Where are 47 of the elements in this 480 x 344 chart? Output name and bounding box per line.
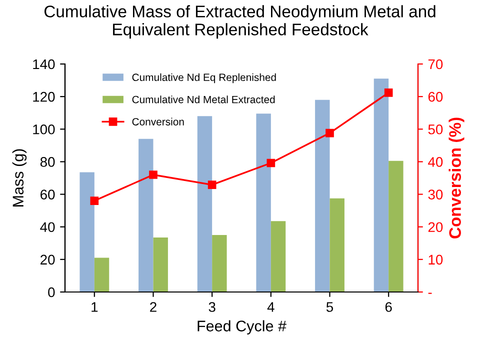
point [326,128,334,138]
bar [80,172,94,292]
bar [138,138,154,292]
x-tick-label: 2 [150,302,156,312]
bar [256,114,271,292]
y-tick-label: 80 [40,157,55,167]
y2-tick-label: - [428,292,432,294]
y2-tick-label: 20 [428,222,443,232]
x-tick-label: 6 [385,302,392,312]
y2-tick-label: 40 [428,157,443,167]
legend-label: Conversion [132,118,184,126]
y2-tick-label: 60 [428,92,443,102]
y2-tick-label: 70 [428,59,443,70]
point [149,170,158,179]
y-tick-label: 0 [48,287,55,298]
bar [388,160,404,292]
chart-title: Cumulative Mass of Extracted Neodymium Metal and Equivalent Replenished Feedstock [44,5,436,39]
bar [315,100,330,292]
y2-tick-label: 30 [428,190,443,200]
x-tick-label: 1 [92,302,98,312]
y2-tick-label: 10 [428,254,443,265]
y2-axis-title: Conversion (%) [448,118,464,238]
x-tick-label: 4 [267,302,274,312]
point [90,196,99,205]
point [384,88,393,97]
point [208,180,216,190]
y-tick-label: 20 [40,254,55,265]
y2-tick-label: 50 [428,124,443,134]
y-tick-label: 60 [40,190,55,200]
bar [212,235,227,292]
y-axis-title: Mass (g) [12,149,27,206]
x-tick-label: 3 [208,302,216,312]
bar [270,221,286,292]
bar [330,198,344,292]
legend-label: Cumulative Nd Metal Extracted [132,96,275,104]
y-tick-label: 140 [33,59,55,70]
x-tick-label: 5 [326,302,334,312]
bar [374,78,389,292]
bar [94,258,110,292]
point [266,158,276,168]
y-tick-label: 120 [33,92,55,102]
y-tick-label: 40 [40,222,55,232]
x-axis-title: Feed Cycle # [198,320,286,334]
bar [197,116,212,292]
bar [153,237,168,292]
y-tick-label: 100 [33,124,55,134]
legend-label: Cumulative Nd Eq Replenished [132,73,276,84]
